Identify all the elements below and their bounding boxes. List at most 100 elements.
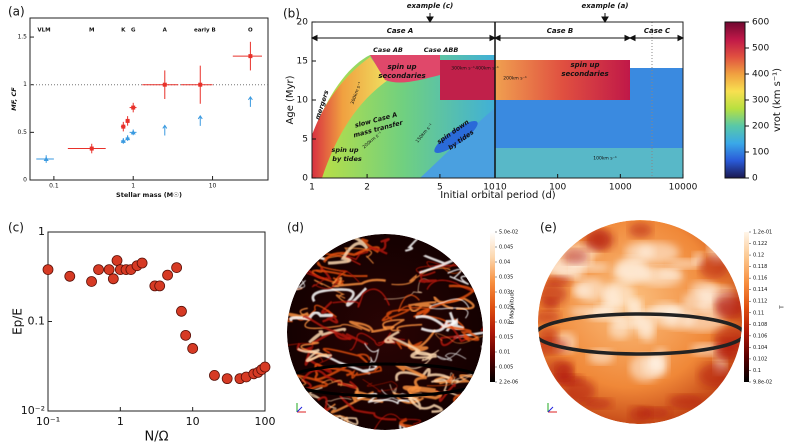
swirl bbox=[321, 379, 343, 387]
cool-patch bbox=[563, 378, 596, 404]
swirl bbox=[287, 279, 306, 291]
colorbar-tick-label: 0.015 bbox=[499, 335, 513, 341]
swirl bbox=[290, 250, 327, 261]
swirl bbox=[436, 348, 467, 361]
point bbox=[107, 273, 119, 285]
colorbar bbox=[724, 21, 746, 179]
plot-frame bbox=[47, 231, 266, 412]
y-tick-label: 5 bbox=[302, 135, 308, 145]
cool-patch bbox=[628, 222, 653, 238]
swirl bbox=[331, 276, 386, 288]
x-tick-label: 10000 bbox=[669, 183, 698, 193]
y-tick-label: 20 bbox=[297, 18, 309, 28]
y-tick-label: 0.5 bbox=[17, 129, 27, 136]
swirl bbox=[287, 249, 323, 279]
annotation: early B bbox=[194, 28, 216, 34]
swirl bbox=[311, 270, 360, 290]
colorbar-tick-label: 500 bbox=[752, 44, 769, 54]
y-tick-label: 10 bbox=[297, 96, 309, 106]
sphere bbox=[538, 220, 742, 424]
x-axis-label: Stellar mass (M☉) bbox=[116, 191, 182, 199]
x-tick-label: 1 bbox=[117, 415, 124, 428]
swirl bbox=[407, 329, 437, 353]
point bbox=[121, 124, 126, 129]
cool-patch bbox=[715, 344, 738, 362]
case-arrows bbox=[310, 13, 685, 42]
swirl bbox=[297, 347, 332, 363]
annotation: 200km s⁻¹ bbox=[503, 76, 527, 82]
annotation: 100km s⁻¹ bbox=[593, 156, 617, 162]
swirl bbox=[302, 315, 352, 341]
x-tick-label: 1 bbox=[309, 183, 315, 193]
cool-patch bbox=[629, 406, 652, 422]
hot-patch bbox=[602, 281, 635, 309]
annotation: example (a) bbox=[582, 2, 629, 10]
hot-patch bbox=[656, 269, 681, 279]
annotation: spin up bbox=[388, 63, 417, 71]
colorbar-tick-label: 200 bbox=[752, 122, 769, 132]
annotation: example (c) bbox=[407, 2, 453, 10]
swirl bbox=[453, 392, 483, 407]
x-tick-label: 1000 bbox=[609, 183, 632, 193]
swirl bbox=[287, 236, 322, 255]
colorbar-tick-label: 0.035 bbox=[499, 275, 513, 281]
annotation: VLM bbox=[37, 28, 50, 34]
colorbar-tick-label: 0.102 bbox=[753, 356, 767, 362]
x-tick-label: 2 bbox=[364, 183, 370, 193]
hot-patch bbox=[636, 241, 680, 263]
lower-limit bbox=[197, 115, 203, 126]
colorbar-tick-label: 600 bbox=[752, 18, 769, 28]
cool-patch bbox=[716, 299, 742, 320]
point bbox=[103, 264, 115, 276]
point bbox=[176, 305, 187, 317]
colorbar-tick-label: 0.005 bbox=[499, 365, 513, 371]
x-axis-label: N/Ω bbox=[144, 430, 168, 444]
annotation: by tides bbox=[332, 155, 362, 163]
annotation: 300km s⁻¹ bbox=[451, 66, 475, 72]
panel-label: (e) bbox=[540, 221, 557, 235]
colorbar-tick-label: 0.122 bbox=[753, 241, 767, 247]
x-tick-label: 10 bbox=[495, 183, 507, 193]
annotation: G bbox=[131, 28, 136, 34]
annotation: secondaries bbox=[561, 70, 608, 78]
annotation: K bbox=[121, 28, 126, 34]
x-tick-label: 1 bbox=[131, 183, 135, 190]
colorbar-tick-label: 0.04 bbox=[499, 260, 510, 266]
colorbar-tick-label: 5.0e-02 bbox=[499, 230, 518, 236]
hot-patch bbox=[668, 258, 704, 269]
colorbar-tick-label: 9.8e-02 bbox=[753, 380, 772, 386]
colorbar-tick-label: 100 bbox=[752, 148, 769, 158]
x-tick-label: 100 bbox=[549, 183, 566, 193]
point bbox=[64, 270, 76, 282]
colorbar-tick-label: 0.025 bbox=[499, 305, 513, 311]
colorbar-tick-label: 0.045 bbox=[499, 245, 513, 251]
point bbox=[43, 156, 49, 162]
lower-limit bbox=[247, 95, 253, 107]
panel-label: (d) bbox=[287, 221, 304, 235]
swirl bbox=[470, 238, 483, 258]
point bbox=[136, 257, 148, 269]
swirl bbox=[314, 363, 353, 381]
swirl bbox=[397, 294, 429, 315]
colorbar bbox=[744, 232, 749, 382]
point bbox=[130, 129, 136, 135]
x-tick-label: 10⁻¹ bbox=[36, 415, 60, 428]
point bbox=[120, 138, 126, 143]
colorbar-tick-label: 0.108 bbox=[753, 322, 767, 328]
swirl bbox=[311, 287, 368, 307]
swirl bbox=[429, 298, 470, 319]
annotation: Case AB bbox=[373, 46, 403, 54]
point bbox=[111, 255, 123, 266]
panel-label: (b) bbox=[283, 7, 300, 21]
swirl bbox=[287, 388, 306, 398]
colorbar-tick-label: 1.2e-01 bbox=[753, 230, 772, 236]
y-axis-label: Age (Myr) bbox=[285, 75, 296, 124]
colorbar-tick-label: 400 bbox=[752, 70, 769, 80]
annotation: Case A bbox=[387, 27, 414, 35]
panel-label: (a) bbox=[8, 5, 25, 19]
hot-patch bbox=[572, 284, 593, 298]
point bbox=[209, 369, 220, 381]
swirl bbox=[381, 308, 411, 322]
colorbar-tick-label: 0.01 bbox=[499, 350, 510, 356]
hot-patch bbox=[616, 256, 646, 282]
